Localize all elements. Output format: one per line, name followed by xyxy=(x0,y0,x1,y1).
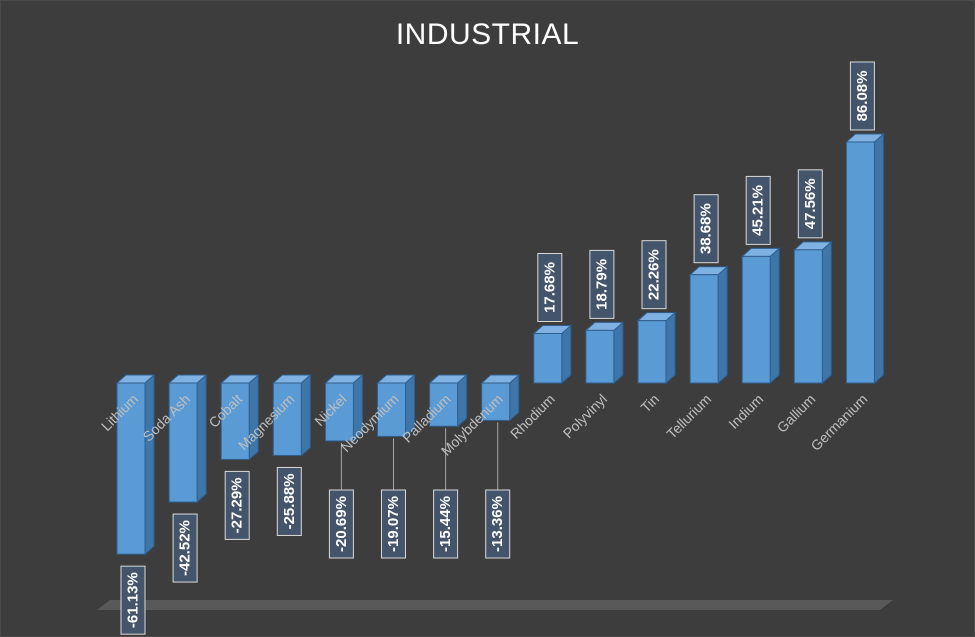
bar-cobalt xyxy=(219,373,260,461)
bar-front xyxy=(689,274,719,384)
bar-nickel xyxy=(324,373,364,443)
bar-germanium xyxy=(845,132,885,385)
data-label-box xyxy=(693,194,719,264)
data-label-box xyxy=(224,470,250,540)
data-label-box xyxy=(381,489,406,559)
bar-front xyxy=(429,382,459,427)
bar-front xyxy=(741,255,771,384)
bar-side xyxy=(196,373,207,504)
bar-front xyxy=(481,382,511,421)
data-label: 38.68% xyxy=(698,203,715,254)
bar-front xyxy=(793,249,823,384)
data-label: -42.52% xyxy=(177,520,194,576)
bar-magnesium xyxy=(271,373,312,457)
data-label-box xyxy=(433,489,459,559)
bar-indium xyxy=(740,247,781,385)
bar-front xyxy=(272,382,302,456)
bar-molybdenum xyxy=(480,373,521,422)
bar-soda-ash xyxy=(167,373,208,504)
bar-front xyxy=(220,382,250,460)
data-label-box xyxy=(485,489,511,559)
bar-side xyxy=(769,247,780,385)
data-label-box xyxy=(120,565,146,635)
bar-side xyxy=(873,132,884,385)
bar-side xyxy=(300,373,311,457)
bar-side xyxy=(561,324,572,385)
data-label: 17.68% xyxy=(541,262,558,313)
data-label: 45.21% xyxy=(750,185,767,236)
bar-front xyxy=(377,382,406,437)
bar-front xyxy=(845,141,875,384)
bar-front xyxy=(168,382,198,503)
bar-front xyxy=(533,332,563,384)
bar-lithium xyxy=(115,373,156,556)
data-label-box xyxy=(745,175,771,245)
data-label: 18.79% xyxy=(593,259,610,310)
bar-side xyxy=(613,321,624,385)
bar-front xyxy=(637,320,667,384)
bar-front xyxy=(116,382,146,555)
bar-side xyxy=(144,373,155,556)
data-label: -61.13% xyxy=(125,572,142,628)
data-label: 22.26% xyxy=(646,249,663,300)
data-label: -20.69% xyxy=(333,496,350,552)
data-label-box xyxy=(276,466,302,536)
data-label-box xyxy=(537,252,563,322)
bar-front xyxy=(585,329,615,384)
category-label: Polyvinyl xyxy=(560,391,610,441)
category-label: Indium xyxy=(725,391,766,432)
category-label: Tellurium xyxy=(663,391,714,442)
data-label-box xyxy=(641,240,667,310)
data-label-box xyxy=(172,513,198,583)
bar-tin xyxy=(636,311,677,385)
category-label: Germanium xyxy=(807,391,870,454)
data-label-box xyxy=(797,169,823,239)
bar-side xyxy=(821,240,832,385)
bar-side xyxy=(717,265,728,385)
bar-polyvinyl xyxy=(584,321,625,385)
category-label: Tin xyxy=(637,391,662,416)
bar-neodymium xyxy=(376,373,416,438)
data-label-box xyxy=(849,61,875,131)
category-label: Gallium xyxy=(774,391,819,436)
bar-side xyxy=(665,311,676,385)
bar-side xyxy=(457,373,468,428)
bar-rhodium xyxy=(532,324,573,385)
data-label: -25.88% xyxy=(281,474,298,530)
data-label-box xyxy=(328,489,354,559)
bar-front xyxy=(324,382,354,442)
data-label: -15.44% xyxy=(437,496,454,552)
data-label: -27.29% xyxy=(229,477,246,533)
bar-gallium xyxy=(792,240,833,385)
chart-floor xyxy=(97,600,893,610)
data-label: -13.36% xyxy=(489,496,506,552)
data-label: 47.56% xyxy=(802,178,819,229)
data-label: -19.07% xyxy=(385,496,402,552)
bar-palladium xyxy=(428,373,468,428)
chart-title: INDUSTRIAL xyxy=(395,18,580,51)
bar-tellurium xyxy=(688,265,729,385)
data-label: 86.08% xyxy=(854,71,871,122)
data-label-box xyxy=(589,249,615,319)
